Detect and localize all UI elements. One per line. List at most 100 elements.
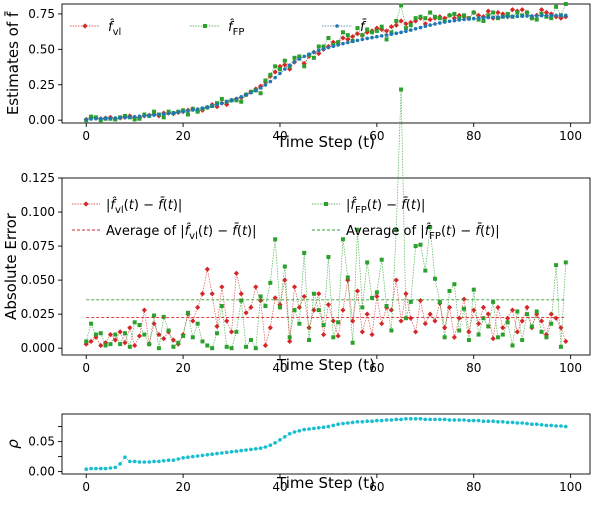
panel-2: 0 20 40 60 80 1000.0000.0250.0500.0750.1000.1… xyxy=(2,87,591,375)
data-point xyxy=(258,446,263,451)
legend-label: f̂FP xyxy=(228,20,244,38)
data-point xyxy=(408,23,413,28)
data-point xyxy=(442,335,447,340)
data-point xyxy=(491,419,495,424)
data-point xyxy=(166,111,171,116)
data-point xyxy=(278,71,282,76)
data-point xyxy=(389,32,394,36)
series-line xyxy=(86,3,567,121)
data-point xyxy=(384,37,389,42)
x-tick-label: 80 xyxy=(466,480,481,494)
data-point xyxy=(278,438,282,442)
data-point xyxy=(544,13,549,18)
data-point xyxy=(525,10,530,15)
y-tick-label: 0.50 xyxy=(28,42,55,56)
x-tick-label: 100 xyxy=(559,480,582,494)
data-point xyxy=(433,22,437,26)
data-point xyxy=(161,314,166,319)
data-point xyxy=(437,299,442,304)
data-point xyxy=(452,282,457,287)
data-point xyxy=(205,105,210,109)
data-point xyxy=(524,304,530,310)
data-point xyxy=(530,422,534,427)
data-point xyxy=(253,346,258,351)
data-point xyxy=(485,311,491,317)
data-point xyxy=(457,16,462,21)
data-point xyxy=(491,15,495,20)
data-point xyxy=(273,441,277,445)
data-point xyxy=(418,25,423,30)
data-point xyxy=(486,13,491,18)
data-point xyxy=(234,449,239,454)
data-point xyxy=(408,28,413,32)
data-point xyxy=(476,418,481,423)
data-point xyxy=(156,331,162,338)
data-point xyxy=(427,16,433,23)
series-markers xyxy=(84,87,568,351)
data-point xyxy=(283,67,287,71)
data-point xyxy=(549,321,554,326)
data-point xyxy=(326,45,331,50)
data-point xyxy=(98,466,103,471)
data-point xyxy=(423,417,428,422)
data-point xyxy=(335,333,341,339)
data-point xyxy=(496,420,500,424)
data-point xyxy=(108,342,113,347)
data-point xyxy=(89,321,94,326)
data-point xyxy=(509,307,516,313)
data-point xyxy=(452,11,457,16)
data-point xyxy=(292,308,297,313)
data-point xyxy=(195,454,200,458)
data-point xyxy=(199,291,206,297)
data-point xyxy=(244,448,248,452)
data-point xyxy=(88,338,94,344)
data-point xyxy=(287,338,293,344)
y-tick-label: 0.125 xyxy=(21,171,55,185)
data-point xyxy=(320,331,327,338)
data-point xyxy=(161,115,166,120)
data-point xyxy=(253,447,258,451)
data-point xyxy=(471,287,476,292)
data-point xyxy=(258,86,263,90)
data-point xyxy=(137,116,142,121)
data-point xyxy=(389,30,394,35)
data-point xyxy=(185,310,190,315)
data-point xyxy=(428,417,432,422)
y-tick-label: 0.75 xyxy=(28,7,55,21)
panel-1: 0 20 40 60 80 100 0.00 0.25 0.50 0.75 Time Step (t… xyxy=(3,2,591,151)
data-point xyxy=(394,417,399,422)
data-point xyxy=(282,58,287,63)
data-point xyxy=(403,21,409,27)
data-point xyxy=(321,323,326,328)
data-point xyxy=(462,17,466,22)
legend-label: f̂vl xyxy=(108,20,121,38)
x-tick-label: 40 xyxy=(272,361,287,375)
legend-marker xyxy=(324,202,328,206)
data-point xyxy=(113,332,118,337)
y-tick-label: 0.25 xyxy=(28,78,55,92)
data-point xyxy=(355,420,360,424)
y-tick-label: 0.050 xyxy=(21,273,55,287)
y-tick-label: 0.00 xyxy=(28,113,55,127)
data-point xyxy=(108,116,113,121)
data-point xyxy=(559,424,563,428)
data-point xyxy=(389,328,394,333)
data-point xyxy=(113,116,118,120)
data-point xyxy=(302,250,307,255)
y-axis-label: ρ xyxy=(4,439,22,449)
data-point xyxy=(340,307,346,313)
data-point xyxy=(331,44,336,49)
data-point xyxy=(302,64,307,69)
data-point xyxy=(181,109,185,114)
y-tick-label: 0.05 xyxy=(28,435,55,449)
data-point xyxy=(239,298,244,303)
data-point xyxy=(345,421,350,425)
data-point xyxy=(485,8,491,14)
data-point xyxy=(200,339,205,344)
data-point xyxy=(437,16,442,21)
data-point xyxy=(262,342,269,349)
data-point xyxy=(355,26,360,31)
data-point xyxy=(210,104,214,108)
data-point xyxy=(311,291,316,296)
